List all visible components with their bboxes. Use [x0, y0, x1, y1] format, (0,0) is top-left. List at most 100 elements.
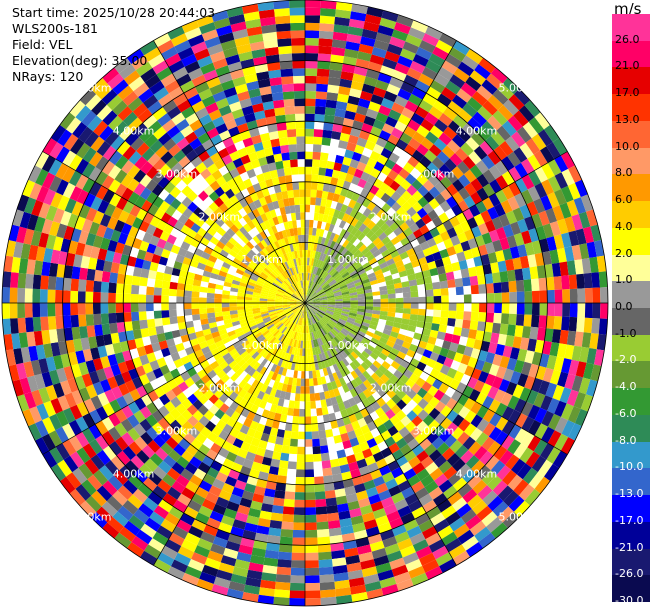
gate-cell [508, 495, 525, 512]
gate-cell [341, 125, 353, 135]
gate-cell [375, 407, 386, 418]
gate-cell [377, 277, 386, 284]
gate-cell [302, 318, 305, 326]
gate-cell [300, 378, 305, 387]
gate-cell [293, 339, 298, 348]
gate-cell [485, 283, 495, 294]
gate-cell [278, 175, 286, 185]
gate-cell [139, 174, 152, 188]
gate-cell [365, 306, 374, 311]
gate-cell [373, 161, 385, 172]
gate-cell [261, 140, 272, 150]
gate-cell [62, 182, 76, 199]
gate-cell [349, 235, 358, 245]
gate-cell [377, 257, 386, 266]
gate-cell [153, 505, 169, 519]
gate-cell [322, 283, 330, 290]
gate-cell [238, 207, 248, 218]
gate-cell [310, 291, 316, 298]
gate-cell [349, 270, 358, 277]
gate-cell [306, 265, 309, 273]
gate-cell [566, 260, 577, 276]
gate-cell [260, 308, 268, 313]
gate-cell [350, 226, 359, 236]
gate-cell [246, 185, 256, 195]
gate-cell [162, 99, 178, 113]
gate-cell [395, 437, 408, 450]
gate-cell [344, 262, 353, 270]
gate-cell [222, 261, 231, 270]
gate-cell [378, 352, 388, 361]
gate-cell [191, 41, 208, 54]
gate-cell [397, 538, 413, 551]
gate-cell [334, 309, 342, 313]
gate-cell [142, 497, 159, 512]
gate-cell [303, 265, 305, 273]
gate-cell [249, 359, 258, 368]
gate-cell [272, 396, 280, 406]
gate-cell [286, 288, 294, 295]
gate-cell [292, 294, 299, 299]
gate-cell [501, 420, 515, 435]
gate-cell [333, 162, 343, 172]
gate-cell [398, 270, 408, 278]
gate-cell [203, 524, 219, 537]
gate-cell [277, 199, 285, 208]
gate-cell [431, 274, 440, 283]
gate-cell [547, 192, 560, 208]
gate-cell [347, 284, 356, 289]
gate-cell [260, 291, 269, 296]
gate-cell [208, 485, 222, 497]
gate-cell [289, 590, 305, 599]
gate-cell [276, 266, 283, 274]
gate-cell [295, 266, 299, 274]
gate-cell [316, 83, 328, 93]
gate-cell [594, 240, 605, 257]
gate-cell [486, 516, 503, 533]
gate-cell [336, 418, 345, 428]
gate-cell [261, 456, 272, 466]
gate-cell [326, 293, 335, 298]
gate-cell [305, 348, 308, 356]
gate-cell [461, 535, 479, 551]
gate-cell [476, 85, 493, 101]
gate-cell [488, 193, 501, 207]
gate-cell [330, 200, 338, 210]
gate-cell [297, 151, 305, 160]
gate-cell [305, 37, 319, 46]
gate-cell [293, 331, 298, 340]
gate-cell [267, 411, 276, 421]
gate-cell [350, 246, 359, 255]
gate-cell [310, 340, 315, 348]
gate-cell [168, 295, 177, 303]
gate-cell [404, 335, 414, 344]
gate-cell [348, 397, 357, 407]
gate-cell [282, 299, 290, 302]
gate-cell [479, 450, 494, 466]
colorbar-tick-label: 1.0 [615, 273, 633, 287]
gate-cell [242, 65, 257, 77]
gate-cell [521, 361, 532, 376]
gate-cell [274, 304, 283, 307]
gate-cell [151, 171, 165, 184]
gate-cell [3, 255, 14, 273]
gate-cell [281, 152, 290, 161]
gate-cell [90, 196, 103, 211]
gate-cell [41, 218, 53, 235]
gate-cell [102, 480, 118, 496]
gate-cell [163, 455, 177, 468]
gate-cell [298, 289, 302, 297]
gate-cell [349, 292, 358, 296]
gate-cell [269, 261, 277, 270]
gate-cell [380, 222, 390, 232]
gate-cell [477, 244, 488, 256]
gate-cell [187, 352, 197, 362]
gate-cell [476, 173, 490, 188]
gate-cell [230, 261, 240, 269]
gate-cell [196, 578, 214, 592]
gate-cell [184, 290, 192, 298]
gate-cell [230, 313, 239, 319]
gate-cell [285, 228, 291, 238]
gate-cell [250, 158, 261, 169]
gate-cell [448, 295, 457, 303]
